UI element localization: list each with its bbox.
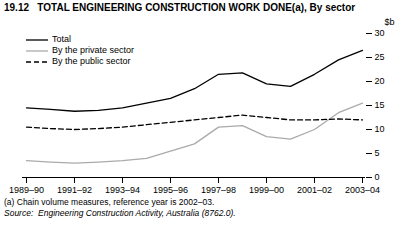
svg-text:20: 20	[375, 76, 385, 86]
html-text:Source: Engineering Constructi: Source: Engineering Construction Activit…	[4, 208, 236, 218]
html-text:19.12 TOTAL ENGINEERING CONSTR: 19.12 TOTAL ENGINEERING CONSTRUCTION WOR…	[4, 2, 356, 13]
svg-text:25: 25	[375, 52, 385, 62]
svg-text:0: 0	[375, 172, 380, 182]
svg-text:1991–92: 1991–92	[57, 185, 92, 195]
svg-text:15: 15	[375, 100, 385, 110]
svg-text:1995–96: 1995–96	[153, 185, 188, 195]
svg-text:1997–98: 1997–98	[201, 185, 236, 195]
svg-text:1989–90: 1989–90	[9, 185, 44, 195]
svg-text:1999–00: 1999–00	[249, 185, 284, 195]
html-text:(a) Chain volume measures, ref: (a) Chain volume measures, reference yea…	[4, 197, 215, 207]
svg-text:10: 10	[375, 124, 385, 134]
html-text:By the public sector: By the public sector	[52, 56, 131, 66]
svg-text:$b: $b	[384, 17, 394, 27]
svg-text:2001–02: 2001–02	[297, 185, 332, 195]
svg-text:2003–04: 2003–04	[345, 185, 380, 195]
html-text:By the private sector: By the private sector	[52, 45, 134, 55]
html-text:Total: Total	[52, 34, 71, 44]
svg-text:1993–94: 1993–94	[105, 185, 140, 195]
svg-text:30: 30	[375, 28, 385, 38]
svg-text:5: 5	[375, 148, 380, 158]
